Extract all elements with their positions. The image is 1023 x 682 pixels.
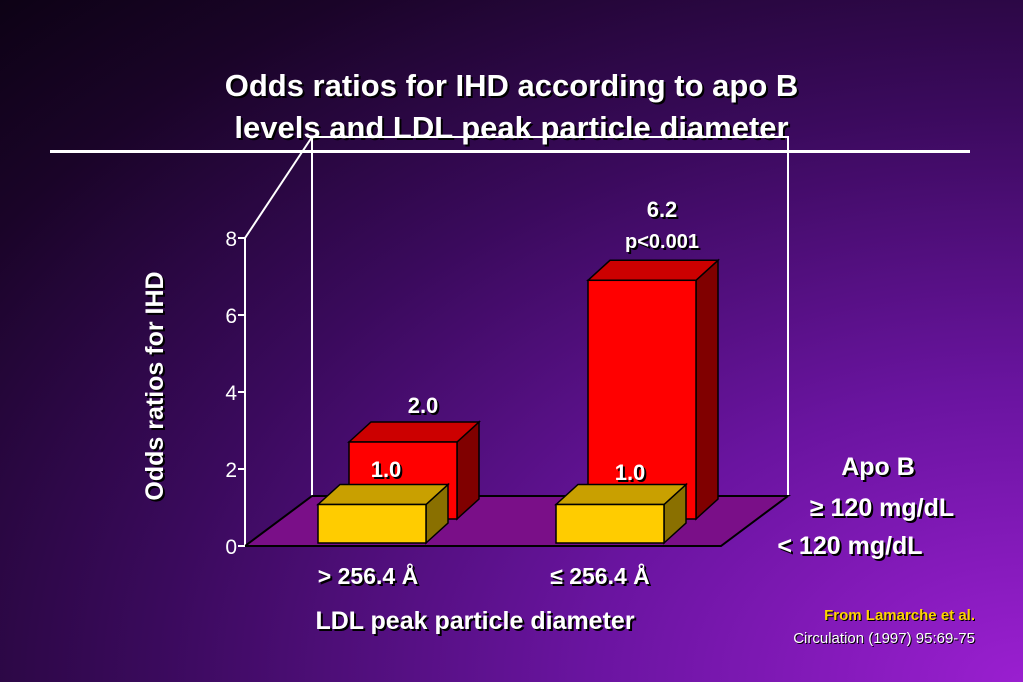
y-tick-label: 0 bbox=[225, 536, 237, 559]
legend-item-red-shadow: ≥ 120 mg/dL bbox=[812, 496, 956, 524]
side-wall-top-edge bbox=[244, 136, 313, 239]
title-divider bbox=[50, 150, 970, 153]
y-tick-label: 4 bbox=[225, 382, 237, 405]
bar-red-0-top bbox=[347, 421, 481, 443]
annotation-p-value: p<0.001 bbox=[625, 231, 699, 253]
x-axis-title-shadow: LDL peak particle diameter bbox=[317, 609, 636, 637]
data-label-yellow-1: 1.0 bbox=[615, 460, 646, 485]
legend-item-yellow: < 120 mg/dL bbox=[777, 532, 922, 560]
data-label-yellow-1-shadow: 1.0 bbox=[617, 462, 648, 487]
x-tick-label-1-shadow: ≤ 256.4 Å bbox=[552, 564, 652, 591]
legend-title-shadow: Apo B bbox=[843, 455, 917, 483]
annotation-p-value-shadow: p<0.001 bbox=[627, 233, 701, 255]
bar-red-1-top bbox=[586, 259, 720, 282]
y-tick-label: 2 bbox=[225, 459, 237, 482]
data-label-red-0-shadow: 2.0 bbox=[410, 395, 441, 420]
y-axis-title-shadow: Odds ratios for IHD bbox=[143, 273, 171, 502]
data-label-yellow-0: 1.0 bbox=[371, 457, 402, 482]
data-label-red-1: 6.2 bbox=[647, 197, 678, 222]
data-label-red-1-shadow: 6.2 bbox=[649, 199, 680, 224]
credit-citation: Circulation (1997) 95:69-75 bbox=[793, 630, 975, 647]
y-tick-label: 6 bbox=[225, 305, 237, 328]
y-tick-label: 8 bbox=[225, 228, 237, 251]
x-axis-title: LDL peak particle diameter bbox=[315, 607, 634, 635]
bar-red-1 bbox=[587, 279, 697, 520]
bar-yellow-0-top bbox=[316, 483, 450, 506]
x-tick-label-1: ≤ 256.4 Å bbox=[550, 562, 650, 589]
legend-item-yellow-shadow: < 120 mg/dL bbox=[779, 534, 924, 562]
data-label-red-0: 2.0 bbox=[408, 393, 439, 418]
credit-source: From Lamarche et al. bbox=[824, 607, 975, 624]
bar-red-1-side bbox=[695, 258, 719, 521]
data-label-yellow-0-shadow: 1.0 bbox=[373, 459, 404, 484]
y-axis-title: Odds ratios for IHD bbox=[141, 271, 169, 500]
chart-title-line1: Odds ratios for IHD according to apo B bbox=[224, 68, 799, 103]
bar-yellow-1 bbox=[555, 503, 665, 544]
bar-yellow-0 bbox=[317, 503, 427, 544]
chart-title-line2: levels and LDL peak particle diameter bbox=[234, 110, 789, 145]
x-tick-label-0: > 256.4 Å bbox=[318, 562, 418, 589]
legend-title: Apo B bbox=[841, 453, 915, 481]
legend-item-red: ≥ 120 mg/dL bbox=[810, 494, 954, 522]
x-tick-label-0-shadow: > 256.4 Å bbox=[320, 564, 420, 591]
bar-yellow-1-top bbox=[554, 483, 688, 506]
